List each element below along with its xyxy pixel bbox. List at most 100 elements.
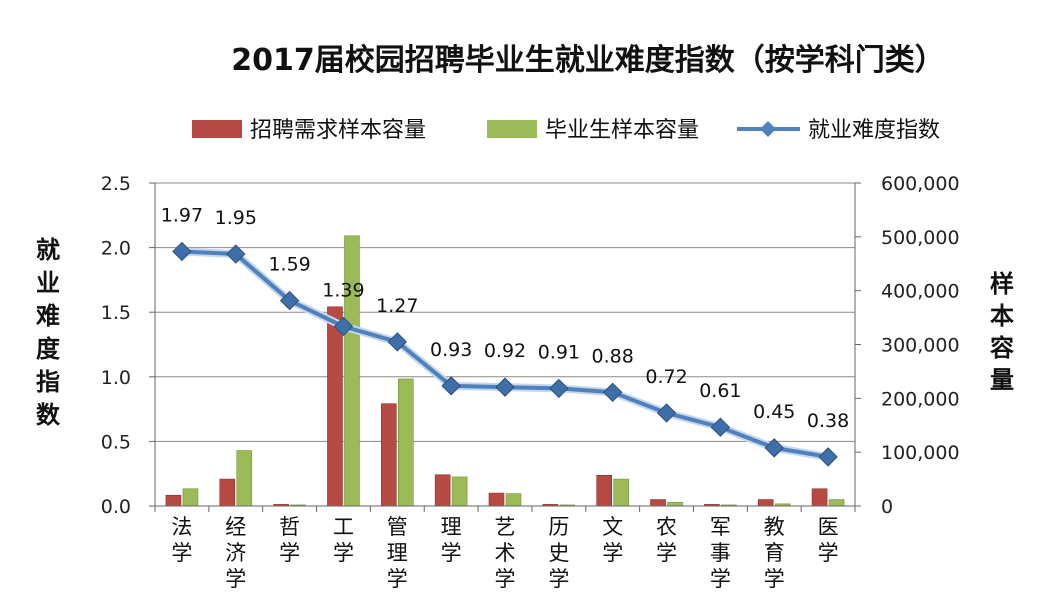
- left-tick-label: 0.5: [101, 431, 131, 453]
- index-marker: [441, 376, 461, 396]
- category-label-char: 哲: [279, 515, 300, 539]
- legend-label-demand: 招聘需求样本容量: [250, 118, 426, 143]
- index-line: [172, 241, 838, 467]
- data-label: 0.92: [484, 340, 526, 362]
- legend-label-index: 就业难度指数: [808, 118, 940, 143]
- tick-labels: 0.0 0.5 1.0 1.5 2.0 2.5 0 100,000 200,000 300,000…: [101, 173, 960, 518]
- bar-graduates: [613, 478, 629, 507]
- data-label: 0.45: [753, 401, 795, 423]
- category-label: 理学: [430, 507, 472, 531]
- index-marker: [172, 241, 192, 262]
- left-axis-title-char: 业: [36, 269, 60, 297]
- axes: [154, 183, 856, 507]
- category-label-char: 学: [602, 541, 623, 565]
- category-label-char: 历: [548, 515, 569, 539]
- category-label-char: 事: [710, 541, 731, 565]
- legend-marker-index: [760, 121, 776, 137]
- axis-titles: 就业难度指数就业难度指数样本容量样本容量: [35, 236, 1050, 429]
- data-label: 1.39: [322, 279, 364, 301]
- right-axis-title-char: 本: [990, 302, 1014, 330]
- data-label: 1.97: [161, 204, 203, 226]
- right-tick-label: 600,000: [881, 173, 960, 195]
- bar-graduates: [182, 488, 199, 507]
- category-label-char: 教: [764, 515, 785, 539]
- category-label-char: 学: [279, 541, 300, 565]
- category-label: 历史学: [527, 507, 590, 531]
- category-label-char: 学: [548, 567, 569, 591]
- left-tick-label: 1.0: [101, 367, 131, 389]
- category-label-char: 法: [171, 515, 192, 539]
- index-marker: [818, 447, 838, 467]
- category-label-char: 育: [764, 541, 785, 565]
- bar-graduates: [236, 450, 253, 507]
- bars: [165, 235, 845, 507]
- bar-graduates: [828, 499, 845, 507]
- left-tick-label: 1.5: [101, 302, 131, 324]
- bar-demand: [381, 403, 397, 507]
- data-label: 0.93: [430, 339, 472, 361]
- right-tick-label: 100,000: [881, 442, 960, 464]
- category-label-char: 学: [441, 541, 462, 565]
- data-label: 0.38: [807, 410, 849, 432]
- legend-swatch-graduates: [487, 120, 537, 138]
- data-label: 1.95: [215, 207, 257, 229]
- index-marker: [764, 438, 784, 458]
- category-label: 经济学: [204, 507, 267, 531]
- data-label: 0.91: [538, 341, 580, 363]
- category-label: 管理学: [366, 507, 429, 531]
- left-tick-label: 2.0: [101, 238, 131, 260]
- category-label: 农学: [646, 507, 688, 531]
- left-axis-title-char: 指: [36, 368, 60, 396]
- bar-demand: [650, 499, 666, 507]
- category-label: 文学: [592, 507, 634, 531]
- category-label: 哲学: [269, 507, 311, 531]
- right-axis-title-char: 量: [990, 366, 1014, 394]
- data-label: 1.27: [376, 295, 418, 317]
- bar-demand: [811, 488, 828, 507]
- category-label-char: 学: [387, 567, 408, 591]
- bar-graduates: [451, 476, 468, 507]
- right-tick-label: 400,000: [881, 281, 960, 303]
- bar-demand: [488, 492, 505, 507]
- bar-graduates: [667, 501, 683, 507]
- bar-graduates: [398, 378, 414, 507]
- category-label-char: 工: [333, 515, 354, 539]
- bar-demand: [596, 475, 612, 507]
- category-label-char: 济: [225, 541, 246, 565]
- category-label-char: 医: [818, 515, 839, 539]
- category-label-char: 经: [225, 515, 246, 539]
- index-marker: [387, 332, 408, 352]
- bar-demand: [757, 499, 774, 507]
- bar-graduates: [505, 493, 522, 507]
- data-label: 1.59: [268, 254, 310, 276]
- legend: 招聘需求样本容量 毕业生样本容量 就业难度指数: [192, 118, 940, 143]
- right-tick-label: 200,000: [881, 388, 960, 410]
- category-label-char: 理: [387, 541, 408, 565]
- index-marker: [279, 290, 300, 311]
- category-label-char: 学: [171, 541, 192, 565]
- index-marker: [710, 417, 731, 437]
- left-axis-title-char: 就: [36, 236, 60, 264]
- index-marker: [549, 378, 569, 399]
- bar-demand: [219, 478, 236, 507]
- left-axis-title-char: 数: [36, 401, 61, 429]
- category-label: 工学: [322, 507, 364, 531]
- left-tick-label: 0.0: [101, 496, 131, 518]
- left-axis-title-char: 难: [35, 302, 60, 330]
- data-label: 0.61: [699, 380, 741, 402]
- category-label: 教育学: [743, 507, 806, 531]
- data-label: 0.88: [592, 345, 634, 367]
- right-axis-title: 样本容量: [954, 248, 1050, 276]
- data-label: 0.72: [645, 366, 687, 388]
- category-label-char: 文: [602, 515, 623, 539]
- bar-demand: [327, 306, 343, 507]
- category-label-char: 农: [656, 515, 677, 539]
- category-label-char: 理: [441, 515, 462, 539]
- bar-demand: [165, 494, 182, 507]
- category-label-char: 艺: [495, 515, 516, 539]
- left-tick-label: 2.5: [101, 173, 131, 195]
- category-label-char: 军: [710, 515, 731, 539]
- category-label-char: 学: [818, 541, 839, 565]
- legend-label-graduates: 毕业生样本容量: [545, 118, 699, 143]
